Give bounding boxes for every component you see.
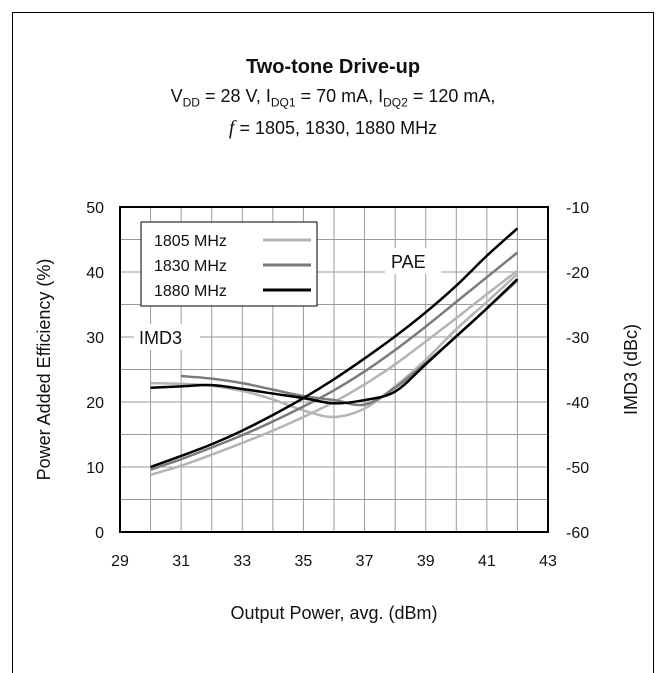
x-tick-label: 29 bbox=[111, 553, 129, 570]
legend-label: 1880 MHz bbox=[154, 283, 227, 300]
x-tick-label: 39 bbox=[417, 553, 435, 570]
legend-label: 1805 MHz bbox=[154, 233, 227, 250]
pae-line-1880-mhz bbox=[150, 227, 519, 469]
x-tick-label: 37 bbox=[356, 553, 374, 570]
y-tick-label-right: -40 bbox=[566, 395, 589, 412]
y-tick-label-right: -10 bbox=[566, 200, 589, 217]
legend-label: 1830 MHz bbox=[154, 258, 227, 275]
chart-subtitle-line2: f = 1805, 1830, 1880 MHz bbox=[228, 117, 438, 139]
imd3-annotation: IMD3 bbox=[134, 324, 200, 350]
x-tick-label: 31 bbox=[172, 553, 190, 570]
x-tick-label: 43 bbox=[539, 553, 557, 570]
x-tick-label: 35 bbox=[295, 553, 313, 570]
y-tick-label-right: -30 bbox=[566, 330, 589, 347]
chart-frame bbox=[12, 12, 654, 673]
pae-annotation: PAE bbox=[385, 248, 441, 274]
series-lines bbox=[150, 227, 519, 476]
y-tick-label-left: 50 bbox=[86, 200, 104, 217]
y-tick-label-left: 10 bbox=[86, 460, 104, 477]
pae-line-1805-mhz bbox=[150, 269, 519, 476]
y-tick-label-left: 40 bbox=[86, 265, 104, 282]
tick-labels: 29 31 33 35 37 39 41 43 0 10 20 30 40 50 -60 -50 -40 -30 -… bbox=[86, 200, 589, 570]
chart-subtitle-line1: VDD = 28 V, IDQ1 = 70 mA, IDQ2 = 120 mA, bbox=[170, 86, 496, 110]
x-tick-label: 41 bbox=[478, 553, 496, 570]
y-axis-label-right: IMD3 (dBc) bbox=[621, 324, 641, 415]
pae-line-1830-mhz bbox=[150, 251, 519, 471]
y-tick-label-right: -60 bbox=[566, 525, 589, 542]
y-tick-label-left: 0 bbox=[95, 525, 104, 542]
imd3-line-1880-mhz bbox=[150, 278, 519, 405]
x-axis-label: Output Power, avg. (dBm) bbox=[230, 603, 437, 623]
chart-title: Two-tone Drive-up bbox=[245, 56, 421, 78]
pae-label: PAE bbox=[391, 252, 426, 272]
y-tick-label-left: 30 bbox=[86, 330, 104, 347]
legend: 1805 MHz 1830 MHz 1880 MHz bbox=[140, 221, 318, 307]
y-tick-label-right: -20 bbox=[566, 265, 589, 282]
imd3-label: IMD3 bbox=[139, 328, 182, 348]
y-tick-label-right: -50 bbox=[566, 460, 589, 477]
plot-border bbox=[119, 206, 549, 533]
x-tick-label: 33 bbox=[233, 553, 251, 570]
y-axis-label-left: Power Added Efficiency (%) bbox=[34, 259, 54, 481]
y-tick-label-left: 20 bbox=[86, 395, 104, 412]
